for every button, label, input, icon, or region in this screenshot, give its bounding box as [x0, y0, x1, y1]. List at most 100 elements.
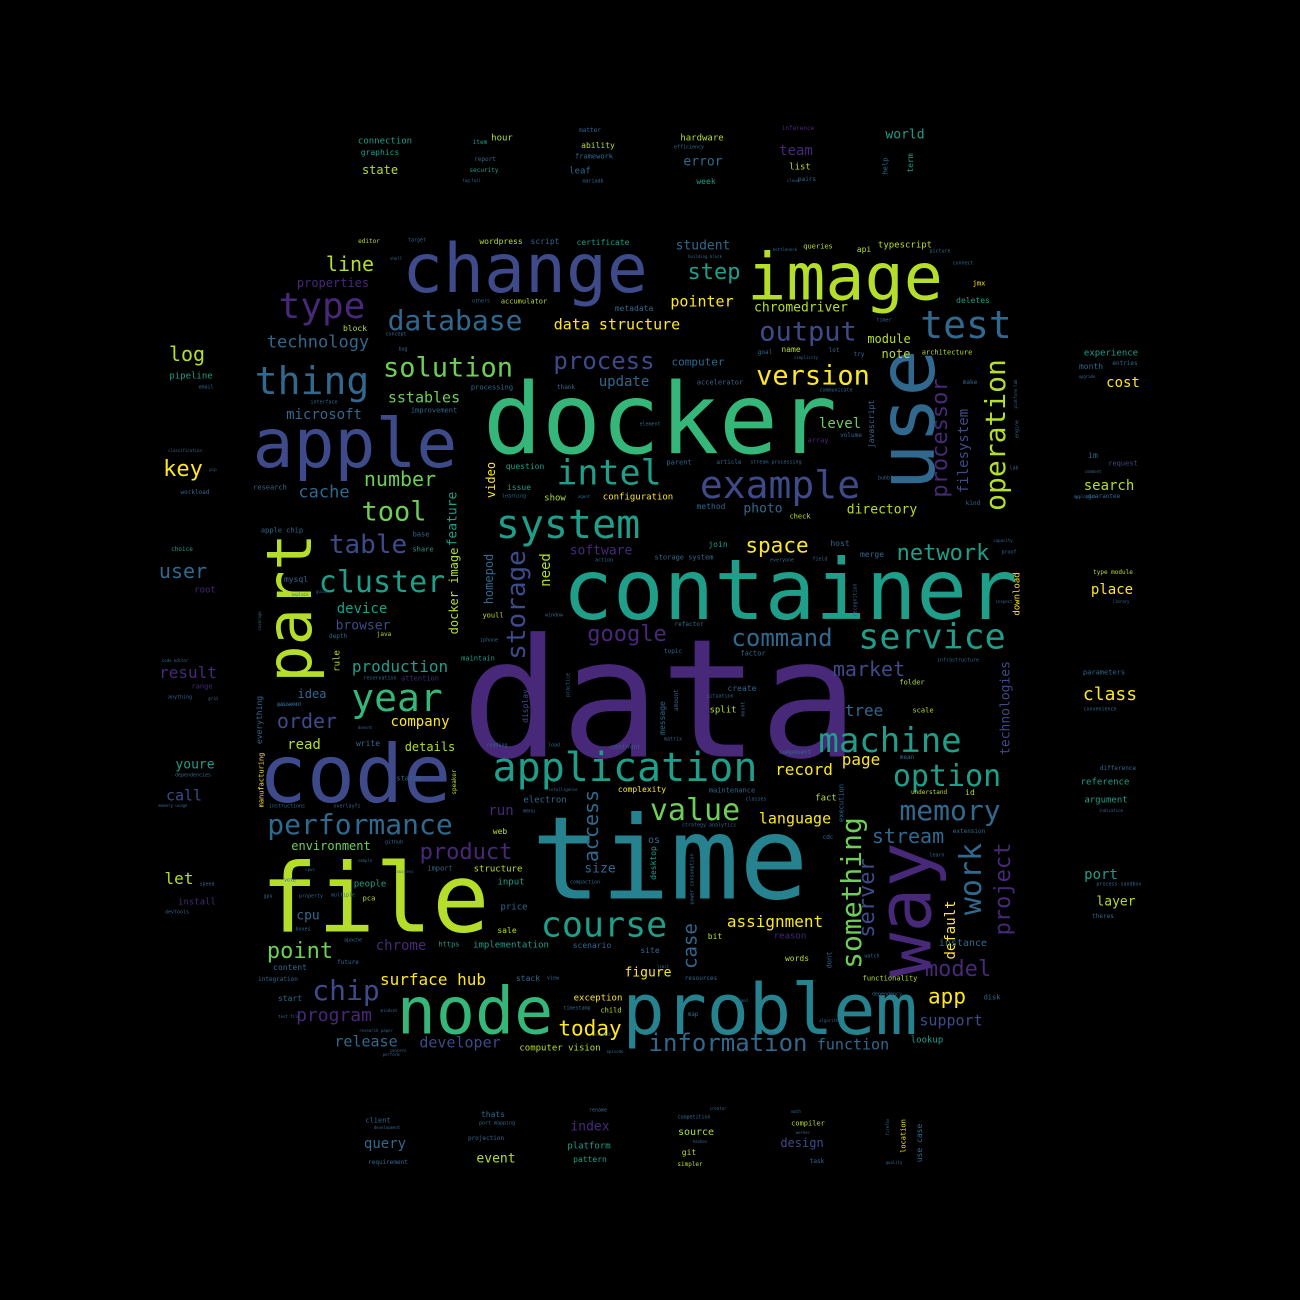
cloud-word: multiple	[330, 892, 356, 899]
cloud-word: deploy	[1073, 494, 1089, 499]
cloud-word: devtools	[164, 909, 190, 916]
cloud-word: note	[881, 347, 911, 361]
cloud-word: maintenance	[708, 786, 756, 795]
cloud-word: implementation	[473, 940, 549, 951]
cloud-word: learn	[929, 852, 945, 859]
cloud-word: java	[376, 631, 392, 638]
cloud-word: scale	[912, 706, 934, 715]
cloud-word: week	[696, 177, 716, 186]
cloud-word: chrome	[375, 938, 427, 954]
cloud-word: pairs	[797, 176, 817, 183]
cloud-word: table	[328, 530, 408, 560]
cloud-word: configuration	[602, 492, 674, 503]
cloud-word: others	[471, 298, 491, 305]
cloud-word: need	[538, 553, 554, 587]
cloud-word: mysql	[283, 575, 309, 584]
cloud-word: item	[472, 139, 488, 146]
cloud-word: metadata	[614, 304, 654, 313]
cloud-word: support	[919, 1011, 983, 1030]
cloud-word: javascript	[867, 399, 876, 449]
cloud-word: execution	[837, 784, 846, 822]
cloud-word: port mapping	[478, 1120, 516, 1127]
cloud-word: cost	[1106, 375, 1140, 391]
cloud-word: jmx	[972, 279, 986, 288]
cloud-word: gpu	[263, 893, 273, 900]
cloud-word: everything	[255, 695, 264, 745]
cloud-word: google	[587, 622, 667, 647]
cloud-word: theres	[1092, 913, 1114, 920]
cloud-word: situation	[706, 693, 734, 700]
cloud-word: parent	[666, 458, 692, 467]
cloud-word: pip	[209, 467, 217, 472]
cloud-word: update	[598, 374, 650, 390]
cloud-word: product	[419, 840, 513, 865]
cloud-word: port	[1084, 867, 1118, 883]
cloud-word: hashes	[692, 1139, 708, 1144]
cloud-word: create	[727, 684, 757, 693]
cloud-word: base	[412, 530, 430, 539]
cloud-word: people	[353, 879, 387, 890]
cloud-word: interface	[310, 399, 338, 406]
cloud-word: sample	[357, 858, 373, 863]
cloud-word: storage	[502, 550, 532, 660]
cloud-word: resources	[684, 975, 718, 982]
cloud-word: engine	[1014, 419, 1021, 439]
cloud-word: level	[818, 416, 862, 432]
cloud-word: environment	[291, 839, 371, 853]
cloud-word: certificate	[576, 238, 630, 247]
cloud-word: words	[784, 954, 810, 963]
cloud-word: split	[709, 705, 737, 716]
cloud-word: article	[716, 459, 742, 466]
cloud-word: cloud	[786, 178, 800, 183]
cloud-word: today	[558, 1016, 622, 1041]
cloud-word: process sandbox	[1096, 881, 1142, 888]
cloud-word: matter	[579, 127, 601, 134]
cloud-word: firefox	[885, 1118, 890, 1136]
cloud-word: strategy analytics	[681, 822, 737, 829]
cloud-word: index	[570, 1119, 610, 1135]
cloud-word: explain	[291, 592, 309, 597]
cloud-word: system	[495, 502, 641, 548]
cloud-word: test file	[278, 1014, 300, 1019]
cloud-word: apple	[252, 405, 458, 484]
cloud-word: picture	[929, 248, 951, 255]
cloud-word: type	[278, 286, 366, 327]
cloud-word: learning	[501, 493, 527, 500]
cloud-word: block	[342, 324, 368, 333]
cloud-word: ability	[581, 141, 615, 150]
cloud-word: stream processing	[750, 459, 802, 466]
cloud-word: reading	[486, 742, 508, 749]
cloud-word: change	[402, 230, 648, 309]
cloud-word: guarantee	[1087, 493, 1121, 500]
cloud-word: work	[954, 842, 989, 916]
cloud-word: operation	[979, 359, 1012, 511]
cloud-word: accelerator	[696, 378, 744, 387]
cloud-word: share	[412, 545, 434, 554]
cloud-word: thank	[556, 384, 576, 391]
cloud-word: exception	[573, 993, 623, 1004]
cloud-word: folder	[899, 678, 925, 687]
cloud-word: market	[832, 657, 906, 681]
cloud-word: load	[547, 742, 561, 749]
cloud-word: space	[745, 533, 809, 558]
cloud-word: range	[191, 682, 213, 691]
cloud-word: performance	[267, 808, 453, 841]
cloud-word: email	[198, 384, 214, 391]
cloud-word: apache	[343, 937, 363, 944]
cloud-word: project	[991, 842, 1016, 936]
cloud-word: client	[365, 1116, 391, 1125]
cloud-word: efficiency	[673, 144, 705, 151]
cloud-word: design	[780, 1136, 824, 1150]
cloud-word: classes	[745, 796, 767, 803]
cloud-word: year	[351, 676, 443, 720]
cloud-word: speed	[199, 881, 215, 888]
cloud-word: fail	[471, 178, 481, 183]
cloud-word: youll	[482, 611, 504, 620]
cloud-word: chromedriver	[754, 300, 848, 316]
cloud-word: research	[253, 483, 287, 492]
cloud-word: time	[531, 792, 809, 927]
cloud-word: site	[640, 946, 660, 955]
cloud-word: docker	[482, 363, 838, 477]
cloud-word: cdc	[822, 834, 834, 841]
cloud-word: inspect	[995, 599, 1013, 604]
